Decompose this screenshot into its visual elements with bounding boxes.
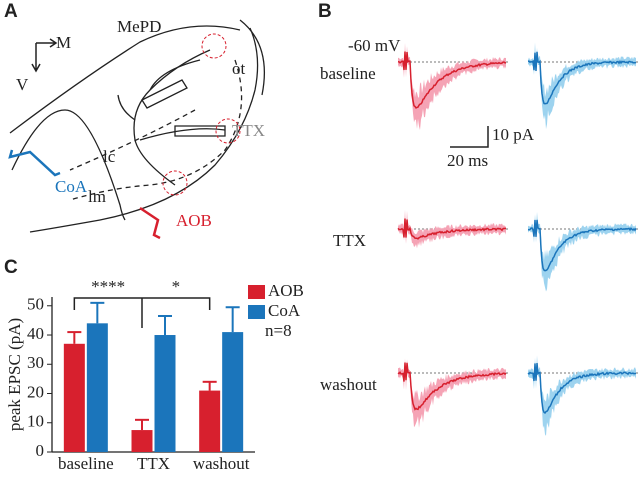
- x-tick-label: baseline: [58, 454, 114, 473]
- scale-label: 20 ms: [447, 151, 488, 170]
- sample-size: n=8: [265, 321, 292, 340]
- trace-range: [398, 358, 506, 428]
- y-tick-label: 30: [27, 353, 44, 372]
- y-tick-label: 40: [27, 324, 44, 343]
- trace-range: [528, 42, 636, 130]
- bar: [86, 323, 108, 452]
- panel-label: C: [4, 257, 18, 278]
- x-tick-label: TTX: [137, 454, 170, 473]
- trace-range: [528, 355, 636, 436]
- significance-label: ****: [91, 277, 125, 296]
- legend-swatch: [248, 305, 265, 319]
- bar: [199, 390, 221, 452]
- condition-label: TTX: [333, 231, 366, 250]
- y-tick-label: 20: [27, 382, 44, 401]
- x-tick-label: washout: [193, 454, 250, 473]
- trace-mean: [397, 362, 507, 411]
- diagram-label: AOB: [176, 211, 212, 230]
- diagram-label: ot: [232, 59, 246, 78]
- scale-label: 10 pA: [492, 125, 535, 144]
- trace-mean: [397, 51, 507, 109]
- condition-label: baseline: [320, 64, 376, 83]
- panel-label: B: [318, 1, 332, 22]
- y-tick-label: 50: [27, 295, 44, 314]
- diagram-label: TTX: [232, 121, 265, 140]
- diagram-label: V: [16, 75, 29, 94]
- panel-label: A: [4, 1, 18, 22]
- trace-range: [528, 211, 636, 292]
- bar: [222, 332, 244, 452]
- traces: [397, 42, 638, 436]
- y-tick-label: 0: [36, 441, 45, 460]
- trace-range: [398, 209, 506, 249]
- diagram-label: M: [56, 33, 71, 52]
- y-tick-label: 10: [27, 412, 44, 431]
- bar: [63, 343, 85, 452]
- diagram-label: lm: [88, 187, 106, 206]
- condition-label: washout: [320, 375, 377, 394]
- trace-mean: [527, 51, 637, 105]
- trace-mean: [527, 219, 637, 272]
- diagram-label: MePD: [117, 17, 161, 36]
- bar: [154, 335, 176, 452]
- diagram-label: lc: [103, 147, 116, 166]
- legend-swatch: [248, 285, 265, 299]
- trace-range: [398, 43, 506, 130]
- legend-label: AOB: [268, 281, 304, 300]
- legend-label: CoA: [268, 301, 301, 320]
- significance-bracket: [73, 297, 211, 328]
- holding-potential: -60 mV: [348, 36, 401, 55]
- trace-mean: [397, 218, 507, 240]
- brain-diagram: [8, 19, 265, 240]
- y-axis-label: peak EPSC (pA): [5, 318, 24, 431]
- trace-mean: [527, 363, 636, 415]
- scale-bar: [450, 126, 489, 148]
- bar: [131, 430, 153, 452]
- significance-label: *: [172, 277, 181, 296]
- diagram-label: CoA: [55, 177, 88, 196]
